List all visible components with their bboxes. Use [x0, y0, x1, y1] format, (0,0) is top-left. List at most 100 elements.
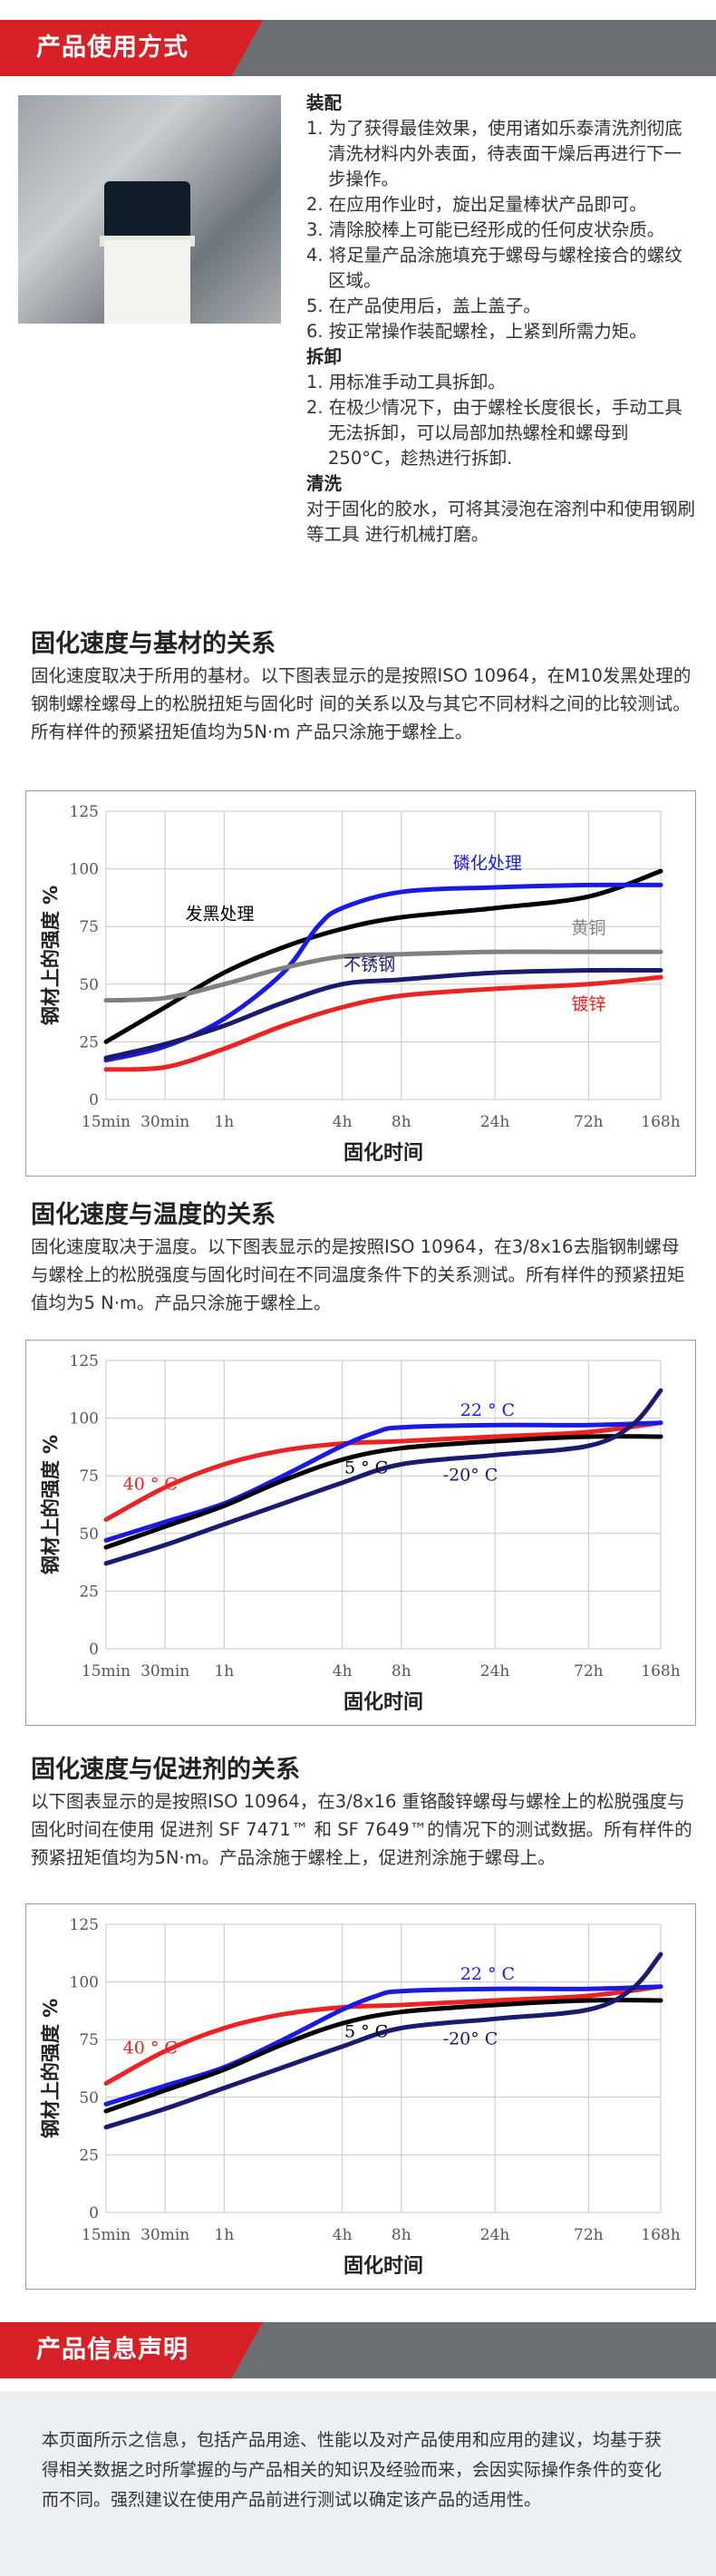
- series-annotation: 发黑处理: [185, 905, 254, 925]
- temperature-chart-svg: 0 25 50 75 100 125 15min 30min 1h 4h 8h 24h 72h 168h 固…: [40, 1352, 681, 1714]
- assembly-step: 4. 将足量产品涂施填充于螺母与螺栓接合的螺纹区域。: [306, 245, 682, 291]
- y-tick-label: 75: [79, 918, 99, 936]
- x-tick-label: 24h: [480, 1113, 510, 1131]
- usage-header-title: 产品使用方式: [36, 34, 189, 62]
- x-tick-label: 30min: [140, 2226, 189, 2244]
- x-tick-label: 8h: [392, 2226, 411, 2244]
- header-red-band: [0, 20, 263, 76]
- activator-chart: 0 25 50 75 100 125 15min 30min 1h 4h 8h 24h 72h 168h 固…: [25, 1903, 696, 2290]
- product-body: [104, 240, 190, 324]
- y-tick-label: 0: [89, 1091, 99, 1109]
- y-tick-label: 100: [70, 1974, 99, 1992]
- y-tick-label: 75: [79, 1467, 99, 1486]
- series-line: [103, 1998, 663, 2114]
- info-text: 本页面所示之信息，包括产品用途、性能以及对产品使用和应用的建议，均基于获得相关数…: [42, 2430, 663, 2510]
- x-tick-label: 30min: [140, 1113, 189, 1131]
- disassembly-step: 2. 在极少情况下，由于螺栓长度很长，手动工具无法拆卸，可以局部加热螺栓和螺母到…: [306, 397, 682, 469]
- y-tick-label: 0: [89, 1641, 99, 1659]
- disassembly-title: 拆卸: [306, 346, 343, 367]
- substrate-section-text: 固化速度取决于所用的基材。以下图表显示的是按照ISO 10964，在M10发黑处…: [31, 665, 692, 742]
- info-header-red-band: [0, 2322, 263, 2378]
- cleanup-text: 对于固化的胶水，可将其浸泡在溶剂中和使用钢刷等工具 进行机械打磨。: [306, 499, 696, 545]
- series-annotation: 黄铜: [571, 918, 605, 938]
- info-section-header: 产品信息声明: [0, 2322, 716, 2378]
- series-line: [103, 974, 663, 1072]
- y-axis-label: 钢材上的强度 %: [40, 1435, 62, 1574]
- temperature-chart: 0 25 50 75 100 125 15min 30min 1h 4h 8h 24h 72h 168h 固…: [25, 1340, 696, 1726]
- assembly-steps: 1. 为了获得最佳效果，使用诸如乐泰清洗剂彻底清洗材料内外表面，待表面干燥后再进…: [306, 116, 696, 344]
- x-tick-label: 4h: [333, 1113, 353, 1131]
- x-tick-label: 1h: [214, 2226, 234, 2244]
- series-annotation: 不锈钢: [343, 955, 395, 975]
- info-statement: 本页面所示之信息，包括产品用途、性能以及对产品使用和应用的建议，均基于获得相关数…: [0, 2391, 716, 2576]
- x-tick-label: 15min: [82, 1662, 131, 1680]
- x-axis-label: 固化时间: [343, 1141, 423, 1165]
- series-line: [103, 1388, 663, 1566]
- series-line: [103, 1420, 663, 1543]
- x-tick-label: 15min: [82, 2226, 131, 2244]
- series-annotation: 40 ° C: [123, 2038, 178, 2058]
- series-line: [103, 1984, 663, 2106]
- x-tick-label: 1h: [214, 1113, 234, 1131]
- y-tick-label: 0: [89, 2204, 99, 2223]
- x-tick-label: 72h: [574, 1662, 604, 1680]
- series-annotation: 镀锌: [571, 994, 605, 1014]
- y-tick-label: 75: [79, 2031, 99, 2049]
- x-tick-label: 168h: [641, 1662, 680, 1680]
- y-tick-label: 25: [79, 1583, 99, 1601]
- y-axis-label: 钢材上的强度 %: [40, 1999, 62, 2138]
- y-tick-label: 125: [70, 1916, 99, 1934]
- y-tick-label: 125: [70, 803, 99, 821]
- info-header-title: 产品信息声明: [36, 2336, 189, 2364]
- x-tick-label: 72h: [574, 1113, 604, 1131]
- x-axis-label: 固化时间: [343, 2254, 423, 2278]
- x-axis-label: 固化时间: [343, 1690, 423, 1714]
- x-tick-label: 8h: [392, 1662, 411, 1680]
- x-tick-label: 24h: [480, 2226, 510, 2244]
- product-photo: [18, 95, 281, 324]
- series-line: [103, 1434, 663, 1550]
- series-annotation: 磷化处理: [453, 854, 522, 874]
- series-annotation: -20° C: [443, 2029, 498, 2048]
- x-tick-label: 4h: [333, 2226, 353, 2244]
- y-tick-label: 25: [79, 2146, 99, 2164]
- x-tick-label: 30min: [140, 1662, 189, 1680]
- series-annotation: 5 ° C: [344, 1458, 388, 1478]
- x-tick-label: 168h: [641, 2226, 680, 2244]
- x-tick-label: 168h: [641, 1113, 680, 1131]
- assembly-step: 6. 按正常操作装配螺栓，上紧到所需力矩。: [306, 321, 647, 342]
- y-tick-label: 50: [79, 1525, 99, 1544]
- y-tick-label: 50: [79, 2089, 99, 2107]
- assembly-step: 1. 为了获得最佳效果，使用诸如乐泰清洗剂彻底清洗材料内外表面，待表面干燥后再进…: [306, 118, 682, 189]
- substrate-section-title: 固化速度与基材的关系: [31, 630, 276, 658]
- y-tick-label: 125: [70, 1352, 99, 1370]
- assembly-step: 2. 在应用作业时，旋出足量棒状产品即可。: [306, 194, 647, 215]
- x-tick-label: 8h: [392, 1113, 411, 1131]
- disassembly-step: 1. 用标准手动工具拆卸。: [306, 372, 506, 392]
- activator-section-text: 以下图表显示的是按照ISO 10964，在3/8x16 重铬酸锌螺母与螺栓上的松…: [31, 1791, 692, 1868]
- activator-section-title: 固化速度与促进剂的关系: [31, 1756, 300, 1784]
- cleanup-title: 清洗: [306, 473, 343, 494]
- y-tick-label: 100: [70, 861, 99, 879]
- instructions: 装配 1. 为了获得最佳效果，使用诸如乐泰清洗剂彻底清洗材料内外表面，待表面干燥…: [306, 91, 696, 547]
- disassembly-steps: 1. 用标准手动工具拆卸。 2. 在极少情况下，由于螺栓长度很长，手动工具无法拆卸…: [306, 370, 696, 471]
- y-tick-label: 25: [79, 1033, 99, 1051]
- x-tick-label: 1h: [214, 1662, 234, 1680]
- substrate-chart: 0 25 50 75 100 125 15min 30min 1h 4h 8h 24h 72h 168h 固…: [25, 790, 696, 1177]
- series-line: [103, 949, 663, 1003]
- series-annotation: 22 ° C: [460, 1964, 515, 1984]
- assembly-title: 装配: [306, 92, 343, 113]
- series-annotation: -20° C: [443, 1465, 498, 1485]
- temperature-section-title: 固化速度与温度的关系: [31, 1201, 276, 1229]
- series-line: [103, 967, 663, 1060]
- series-annotation: 22 ° C: [460, 1400, 515, 1420]
- assembly-step: 5. 在产品使用后，盖上盖子。: [306, 295, 541, 316]
- x-tick-label: 4h: [333, 1662, 353, 1680]
- y-tick-label: 100: [70, 1410, 99, 1428]
- series-annotation: 5 ° C: [344, 2022, 388, 2042]
- series-line: [103, 1951, 663, 2130]
- x-tick-label: 15min: [82, 1113, 131, 1131]
- temperature-section-text: 固化速度取决于温度。以下图表显示的是按照ISO 10964，在3/8x16去脂钢…: [31, 1236, 685, 1313]
- product-cap: [104, 181, 190, 245]
- x-tick-label: 24h: [480, 1662, 510, 1680]
